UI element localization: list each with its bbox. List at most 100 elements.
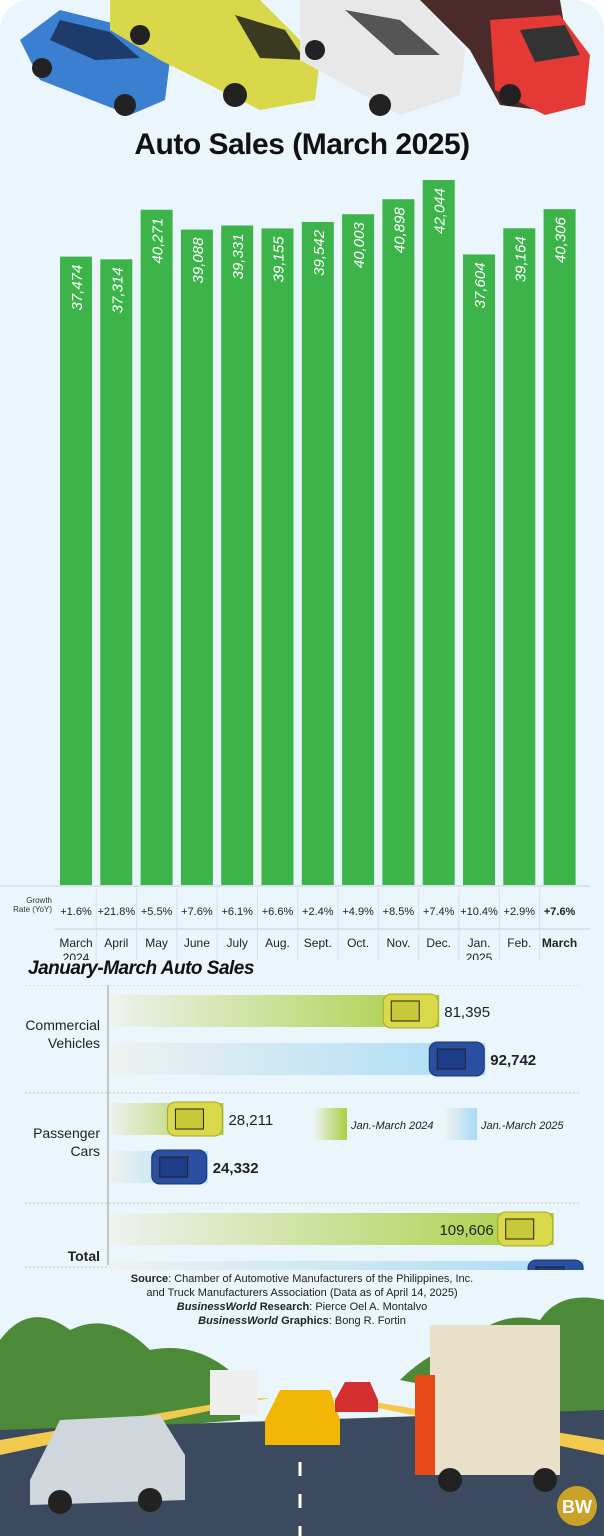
bar-march-2024 (60, 256, 92, 885)
legend-label: Jan.-March 2025 (480, 1120, 564, 1132)
growth-rate-label: Growth Rate (YoY) (13, 896, 52, 914)
month-label: June (184, 936, 210, 950)
legend-swatch (315, 1108, 347, 1140)
month-label-line: April (104, 936, 128, 950)
month-label: April (104, 936, 128, 950)
bar-aug- (261, 228, 294, 885)
ytd-sales-bar-chart: Commercial Vehicles 81,395 92,742 Passenger C… (25, 985, 584, 1270)
month-label-line: May (145, 936, 168, 950)
bar-value-label: 109,606 (439, 1222, 493, 1239)
month-label-line: Jan. (468, 936, 491, 950)
ytd-chart-title: January-March Auto Sales (28, 958, 254, 979)
month-label-line: March (542, 936, 577, 950)
growth-rate-label-line: Rate (YoY) (13, 905, 52, 914)
car-roof (174, 1108, 204, 1130)
growth-rate: +5.5% (141, 906, 173, 918)
month-label: Dec. (426, 936, 451, 950)
trees-left (0, 1317, 240, 1440)
category-label: Total (68, 1248, 100, 1264)
white-suv-icon (300, 0, 465, 116)
category-label-line: Commercial (25, 1017, 100, 1033)
month-label-line: 2024 (63, 951, 90, 960)
month-label-line: Aug. (265, 936, 290, 950)
growth-rate: +2.9% (504, 906, 536, 918)
growth-rate: +1.6% (60, 906, 92, 918)
bar-value-label: 39,155 (271, 236, 288, 283)
truck-icon (415, 1325, 560, 1492)
bar-value-label: 24,332 (213, 1160, 259, 1177)
bw-logo: BW (557, 1486, 597, 1526)
growth-rate: +7.4% (423, 906, 455, 918)
bar-value-label: 42,044 (432, 188, 449, 234)
bar-value-label: 39,164 (512, 236, 529, 282)
month-label-line: Dec. (426, 936, 451, 950)
category-label-line: Passenger (33, 1125, 100, 1141)
bar-value-label: 37,604 (472, 262, 489, 308)
month-label-line: Nov. (387, 936, 411, 950)
bar-july (221, 225, 254, 885)
month-label-line: Oct. (347, 936, 369, 950)
bar-value-label: 37,314 (109, 267, 126, 313)
bar-dec- (422, 180, 455, 885)
chart-title: Auto Sales (March 2025) (134, 128, 470, 161)
category-label: Passenger Cars (33, 1125, 100, 1159)
yellow-jeep-icon (110, 0, 320, 110)
bar-jan-march-2025 (109, 1261, 584, 1270)
month-label-line: March (59, 936, 92, 950)
bar-jan-2025 (463, 254, 495, 886)
category-label-line: Vehicles (48, 1035, 100, 1051)
category-label: Commercial Vehicles (25, 1017, 100, 1051)
growth-rate: +10.4% (460, 906, 498, 918)
bar-value-label: 37,474 (69, 265, 86, 311)
yellow-car-icon (265, 1390, 340, 1445)
bar-nov- (382, 199, 415, 885)
bar-value-label: 40,306 (553, 216, 570, 263)
growth-rate: +7.6% (544, 906, 576, 918)
growth-rate-label-line: Growth (26, 896, 52, 905)
month-label: July (227, 936, 248, 950)
legend-swatch (445, 1108, 477, 1140)
white-van-icon (210, 1370, 258, 1415)
bar-value-label: 39,542 (311, 229, 328, 276)
header-vehicles-illustration (20, 0, 590, 116)
graphics-credit: BusinessWorld Graphics: Bong R. Fortin (198, 1315, 406, 1327)
source-line-2: and Truck Manufacturers Association (Dat… (146, 1287, 458, 1299)
bar-value-label: 40,003 (351, 222, 368, 269)
legend-label: Jan.-March 2024 (350, 1120, 434, 1132)
month-label: Aug. (265, 936, 290, 950)
growth-rate: +6.6% (262, 906, 294, 918)
month-label-line: 2025 (466, 951, 493, 960)
month-label: March (542, 936, 577, 950)
car-roof (535, 1266, 565, 1270)
bar-jan-march-2024 (109, 1213, 554, 1245)
category-label-line: Cars (70, 1143, 100, 1159)
month-label: May (145, 936, 168, 950)
month-label-line: July (227, 936, 248, 950)
month-label-line: June (184, 936, 210, 950)
month-label: Sept. (304, 936, 332, 950)
bar-march (543, 209, 576, 885)
bar-value-label: 81,395 (444, 1004, 490, 1021)
bar-value-label: 92,742 (490, 1052, 536, 1069)
bar-april (100, 259, 133, 885)
car-roof (390, 1000, 420, 1022)
svg-text:BW: BW (562, 1497, 592, 1517)
month-label: Oct. (347, 936, 369, 950)
bar-value-label: 40,898 (391, 207, 408, 254)
bar-feb- (503, 228, 536, 886)
silver-car-icon (30, 1415, 185, 1514)
car-roof (505, 1218, 535, 1240)
bar-oct- (342, 214, 375, 886)
research-credit: BusinessWorld Research: Pierce Oel A. Mo… (176, 1301, 428, 1313)
bar-june (180, 229, 213, 885)
growth-rate: +2.4% (302, 906, 334, 918)
month-label: Nov. (387, 936, 411, 950)
month-label: Feb. (507, 936, 531, 950)
growth-rate: +7.6% (181, 906, 213, 918)
credits: Source: Chamber of Automotive Manufactur… (0, 1272, 604, 1328)
month-label-line: Feb. (507, 936, 531, 950)
monthly-sales-bar-chart: Growth Rate (YoY)37,474+1.6%March 202437,3… (0, 180, 590, 960)
red-truck-icon (420, 0, 590, 115)
red-car-icon (335, 1382, 378, 1412)
